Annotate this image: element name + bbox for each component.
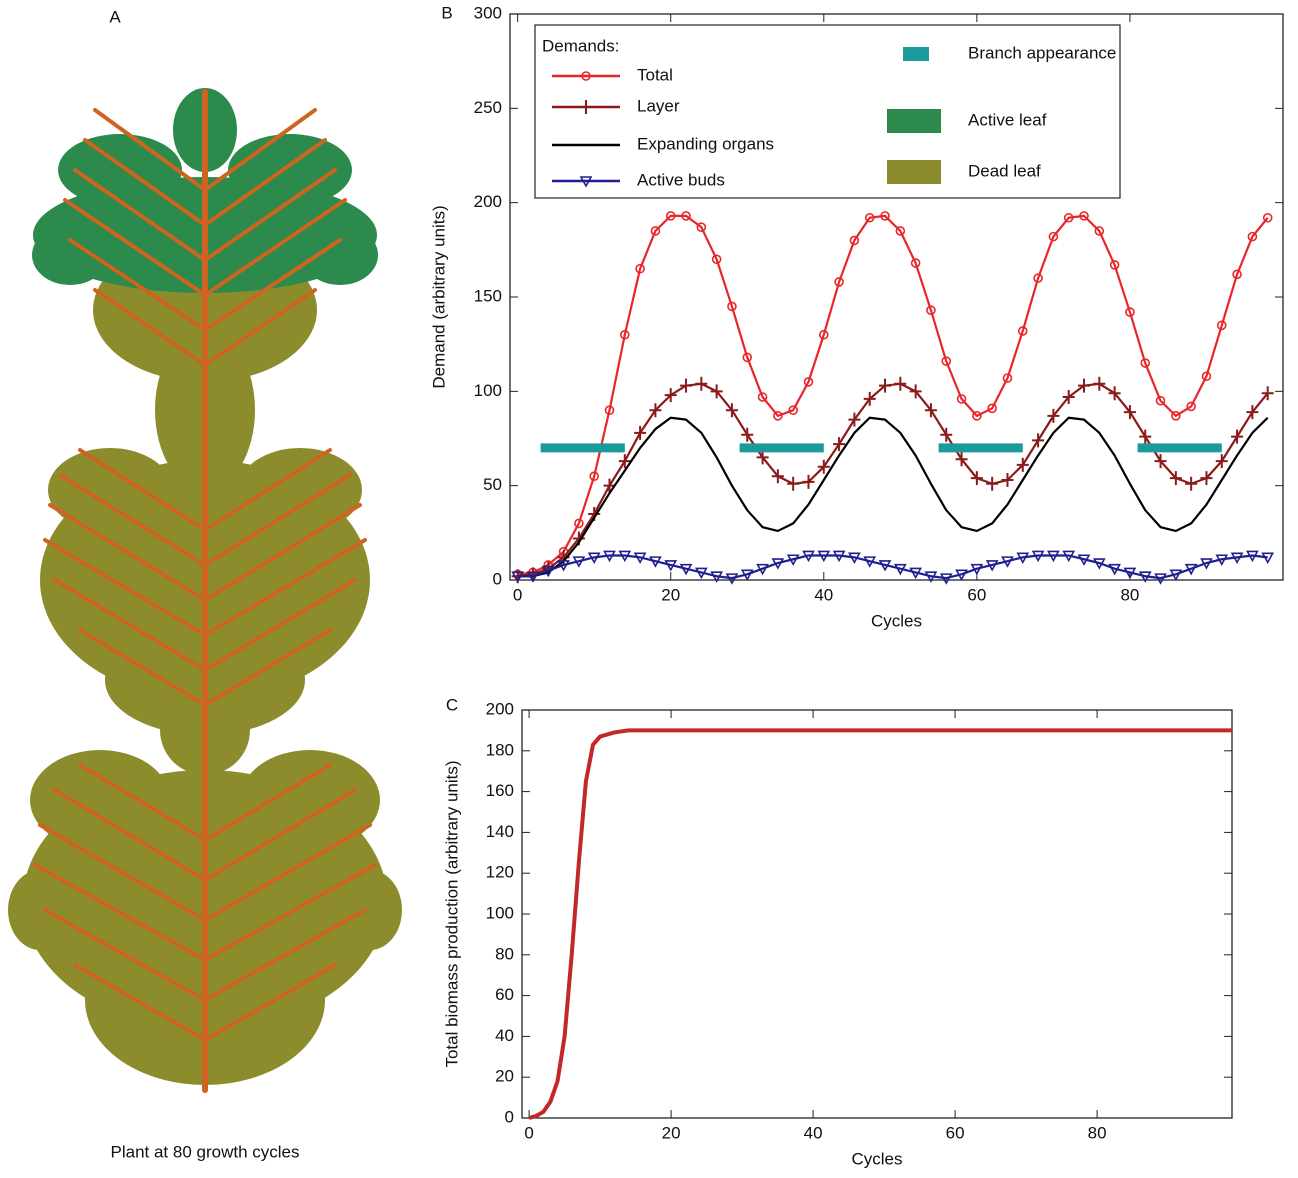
y-tick-label: 40 <box>495 1026 514 1045</box>
y-tick-label: 120 <box>486 863 514 882</box>
y-tick-label: 80 <box>495 944 514 963</box>
legend-title: Demands: <box>542 36 619 55</box>
legend-label: Layer <box>637 96 680 115</box>
marker <box>787 477 799 491</box>
marker <box>1093 377 1105 391</box>
x-tick-label: 40 <box>804 1123 823 1142</box>
series-line <box>518 384 1268 576</box>
legend-label: Branch appearance <box>968 43 1116 62</box>
y-tick-label: 140 <box>486 822 514 841</box>
y-axis-label: Demand (arbitrary units) <box>429 205 448 388</box>
panel-label: C <box>446 695 458 714</box>
x-axis-label: Cycles <box>851 1149 902 1168</box>
legend: Demands: Total Layer Expanding organs Active… <box>535 25 1120 198</box>
marker <box>680 379 692 393</box>
figure: A Plant at 80 growth cycles B 0 20 40 60 80 0 5… <box>0 0 1298 1178</box>
marker <box>1078 379 1090 393</box>
panel-label: A <box>109 7 121 26</box>
x-tick-label: 60 <box>946 1123 965 1142</box>
legend-swatch <box>887 160 941 184</box>
legend-swatch <box>887 109 941 133</box>
legend-label: Total <box>637 65 673 84</box>
y-tick-label: 50 <box>483 475 502 494</box>
plant-illustration: A Plant at 80 growth cycles <box>8 7 402 1161</box>
y-tick-label: 200 <box>486 699 514 718</box>
series-line <box>529 730 1232 1118</box>
marker <box>1185 477 1197 491</box>
y-tick-label: 20 <box>495 1067 514 1086</box>
x-tick-label: 0 <box>524 1123 533 1142</box>
x-tick-label: 20 <box>662 1123 681 1142</box>
legend-label: Active leaf <box>968 110 1047 129</box>
legend-label: Active buds <box>637 170 725 189</box>
marker <box>894 377 906 391</box>
y-axis-label: Total biomass production (arbitrary unit… <box>442 760 461 1067</box>
y-tick-label: 0 <box>493 569 502 588</box>
y-tick-label: 200 <box>474 192 502 211</box>
y-tick-label: 180 <box>486 740 514 759</box>
y-tick-label: 160 <box>486 781 514 800</box>
y-tick-label: 100 <box>474 381 502 400</box>
x-tick-label: 0 <box>513 585 522 604</box>
y-tick-label: 60 <box>495 985 514 1004</box>
x-tick-label: 40 <box>814 585 833 604</box>
legend-label: Dead leaf <box>968 161 1041 180</box>
panel-label: B <box>441 3 452 22</box>
caption: Plant at 80 growth cycles <box>111 1142 300 1161</box>
x-tick-label: 20 <box>661 585 680 604</box>
plot-frame <box>522 710 1232 1118</box>
y-tick-label: 150 <box>474 286 502 305</box>
x-tick-label: 80 <box>1088 1123 1107 1142</box>
marker <box>986 477 998 491</box>
y-tick-label: 0 <box>505 1107 514 1126</box>
x-axis-label: Cycles <box>871 611 922 630</box>
y-tick-label: 250 <box>474 98 502 117</box>
x-tick-label: 80 <box>1120 585 1139 604</box>
x-tick-label: 60 <box>967 585 986 604</box>
y-tick-label: 100 <box>486 903 514 922</box>
marker <box>695 377 707 391</box>
legend-swatch <box>903 47 929 61</box>
legend-label: Expanding organs <box>637 134 774 153</box>
y-tick-label: 300 <box>474 3 502 22</box>
